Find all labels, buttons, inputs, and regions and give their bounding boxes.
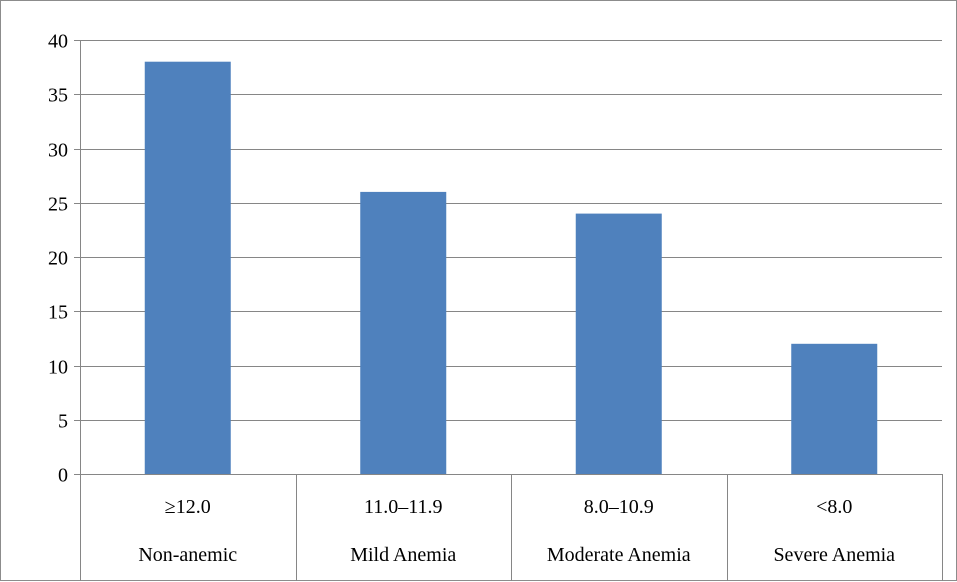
category-name-label: Severe Anemia xyxy=(773,544,895,566)
bar xyxy=(360,191,447,474)
y-axis-tick-labels: 0 5 10 15 20 25 30 35 40 xyxy=(48,31,68,487)
category-range-label: 11.0–11.9 xyxy=(364,496,443,518)
bars xyxy=(144,61,878,474)
category-name-label: Non-anemic xyxy=(138,544,237,566)
y-tick-label: 40 xyxy=(48,31,68,53)
y-tick-label: 15 xyxy=(48,302,68,324)
y-tick-label: 35 xyxy=(48,85,68,107)
category-name-label: Mild Anemia xyxy=(350,544,456,566)
category-range-label: 8.0–10.9 xyxy=(584,496,654,518)
category-range-label: <8.0 xyxy=(816,496,852,518)
y-tick-label: 0 xyxy=(58,465,68,487)
y-tick-label: 5 xyxy=(58,411,68,433)
y-tick-label: 30 xyxy=(48,140,68,162)
category-range-label: ≥12.0 xyxy=(165,496,211,518)
y-tick-label: 10 xyxy=(48,357,68,379)
y-tick-label: 25 xyxy=(48,194,68,216)
bar xyxy=(144,61,231,474)
bar xyxy=(575,213,662,474)
bar xyxy=(791,343,878,474)
x-axis-category-labels: ≥12.0 Non-anemic 11.0–11.9 Mild Anemia 8.0–1… xyxy=(138,496,895,566)
axes xyxy=(74,40,943,581)
category-name-label: Moderate Anemia xyxy=(547,544,691,566)
y-tick-label: 20 xyxy=(48,248,68,270)
